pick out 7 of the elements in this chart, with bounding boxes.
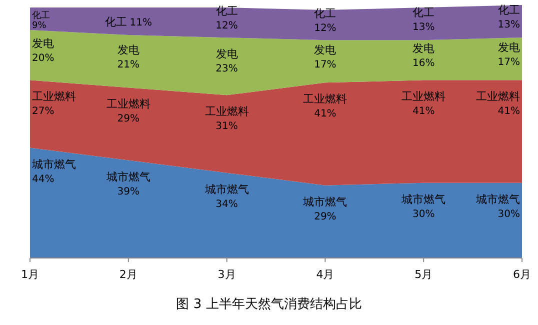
x-tick-label: 1月: [21, 268, 39, 281]
x-tick-label: 2月: [119, 268, 138, 281]
text: 图 3 上半年天然气消费结构占比: [176, 297, 362, 312]
x-tick-label: 5月: [414, 268, 433, 281]
x-tick-label: 6月: [513, 268, 531, 281]
x-tick-label: 4月: [316, 268, 334, 281]
x-tick-label: 3月: [218, 268, 236, 281]
